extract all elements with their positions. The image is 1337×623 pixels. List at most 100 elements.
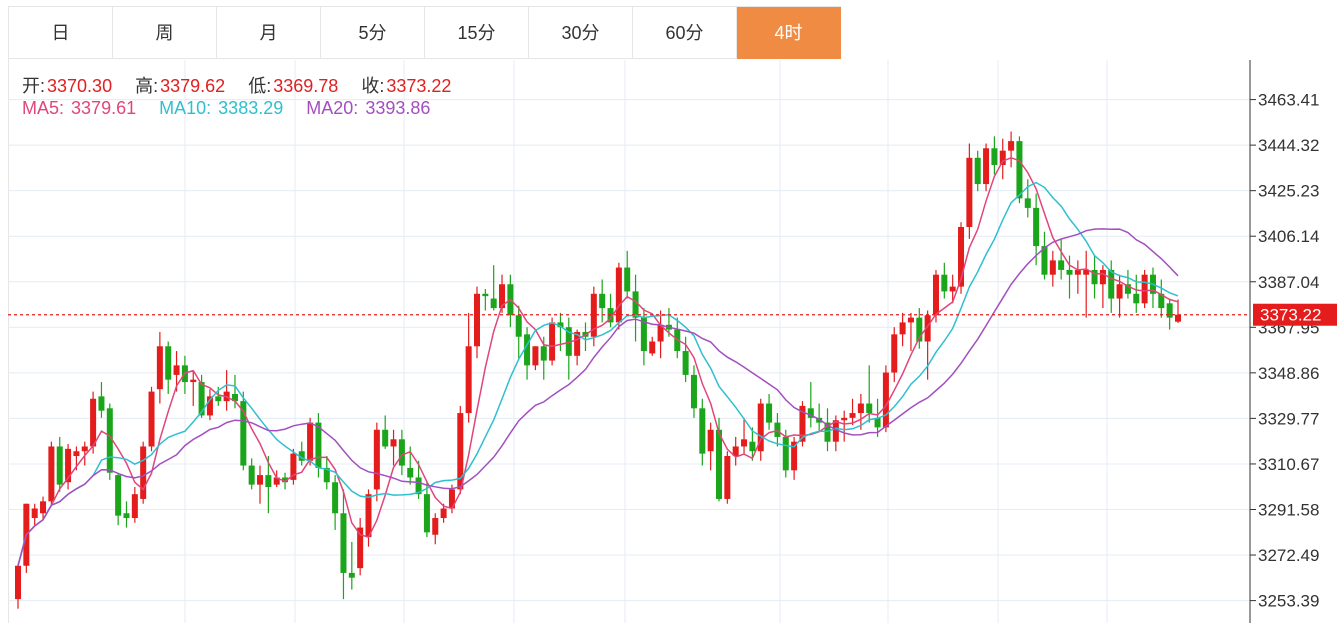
candle-body: [991, 148, 998, 165]
candle-body: [373, 429, 380, 490]
tab-week[interactable]: 周: [113, 7, 217, 59]
candle-body: [81, 446, 88, 452]
candle-body: [473, 293, 480, 347]
candle-body: [499, 284, 506, 309]
candle-body: [932, 274, 939, 316]
tab-day[interactable]: 日: [9, 7, 113, 59]
candle-body: [1141, 274, 1148, 304]
candle-body: [824, 422, 831, 442]
candle-body: [298, 451, 305, 461]
candle-body: [1049, 260, 1056, 275]
candle-body: [899, 322, 906, 335]
tab-30min[interactable]: 30分: [529, 7, 633, 59]
candle-body: [999, 150, 1006, 165]
candle-body: [1083, 269, 1090, 275]
candle-body: [423, 494, 430, 533]
candle-body: [248, 465, 255, 485]
candle-body: [65, 448, 72, 483]
candle-body: [190, 379, 197, 383]
candle-body: [832, 420, 839, 442]
candle-body: [357, 527, 364, 569]
candle-body: [732, 446, 739, 457]
ma20-line: [17, 228, 1179, 566]
candle-body: [983, 148, 990, 185]
ma20-label: MA20:: [306, 98, 359, 118]
ytick-label: 3406.14: [1258, 227, 1319, 246]
chart-area[interactable]: [8, 60, 1337, 623]
candle-body: [1124, 284, 1131, 294]
close-value: 3373.22: [386, 76, 452, 96]
candle-body: [549, 322, 556, 361]
candle-body: [148, 391, 155, 447]
ma5-line: [17, 157, 1179, 566]
candle-body: [540, 346, 547, 361]
ma20-value: 3393.86: [365, 98, 431, 118]
candle-body: [140, 446, 147, 499]
candle-body: [1058, 260, 1065, 270]
ytick-label: 3348.86: [1258, 364, 1319, 383]
candle-body: [1133, 293, 1140, 304]
candle-body: [365, 494, 372, 538]
candle-body: [390, 439, 397, 447]
open-label: 开:: [22, 76, 46, 96]
candle-body: [724, 456, 731, 499]
candle-body: [799, 405, 806, 442]
candle-body: [48, 446, 55, 502]
ytick-label: 3329.77: [1258, 409, 1319, 428]
candle-body: [482, 293, 489, 297]
candle-body: [766, 403, 773, 423]
tab-5min[interactable]: 5分: [321, 7, 425, 59]
candle-body: [524, 334, 531, 366]
candle-body: [98, 396, 105, 411]
candle-body: [615, 267, 622, 323]
candle-body: [382, 429, 389, 447]
candle-body: [14, 565, 22, 600]
candle-body: [741, 439, 748, 447]
candle-body: [624, 267, 631, 292]
candle-body: [782, 436, 789, 471]
ytick-label: 3272.49: [1258, 546, 1319, 565]
ma10-line: [17, 181, 1179, 566]
candle-body: [1091, 269, 1098, 285]
candle-body: [315, 422, 322, 468]
candle-body: [707, 429, 714, 452]
low-label: 低:: [248, 76, 272, 96]
candle-body: [198, 382, 205, 416]
tab-15min[interactable]: 15分: [425, 7, 529, 59]
candle-body: [716, 429, 723, 499]
close-label: 收:: [361, 76, 385, 96]
candle-body: [816, 417, 823, 423]
candle-body: [907, 317, 914, 323]
candle-body: [774, 422, 781, 437]
candle-body: [106, 408, 113, 473]
candle-body: [1008, 141, 1015, 151]
candle-body: [657, 324, 664, 342]
candle-body: [440, 508, 447, 519]
ytick-label: 3387.04: [1258, 273, 1319, 292]
candle-body: [974, 157, 981, 185]
candle-body: [958, 226, 965, 287]
candle-body: [1166, 303, 1173, 318]
ma-readout: MA5: 3379.61 MA10: 3383.29 MA20: 3393.86: [22, 98, 432, 119]
tab-4hour[interactable]: 4时: [737, 7, 841, 59]
candle-body: [332, 482, 339, 514]
tab-60min[interactable]: 60分: [633, 7, 737, 59]
candle-body: [31, 508, 38, 519]
ytick-label: 3291.58: [1258, 500, 1319, 519]
candle-body: [231, 393, 238, 402]
high-value: 3379.62: [160, 76, 226, 96]
high-label: 高:: [135, 76, 159, 96]
candle-body: [340, 513, 347, 573]
candle-body: [882, 372, 889, 428]
candle-body: [273, 477, 280, 485]
low-value: 3369.78: [273, 76, 339, 96]
candle-body: [173, 365, 180, 375]
candle-body: [515, 315, 522, 337]
candle-body: [1041, 246, 1048, 275]
candle-body: [891, 334, 898, 373]
tab-month[interactable]: 月: [217, 7, 321, 59]
candle-body: [565, 327, 572, 356]
candle-body: [1016, 141, 1023, 199]
candle-body: [265, 475, 272, 488]
